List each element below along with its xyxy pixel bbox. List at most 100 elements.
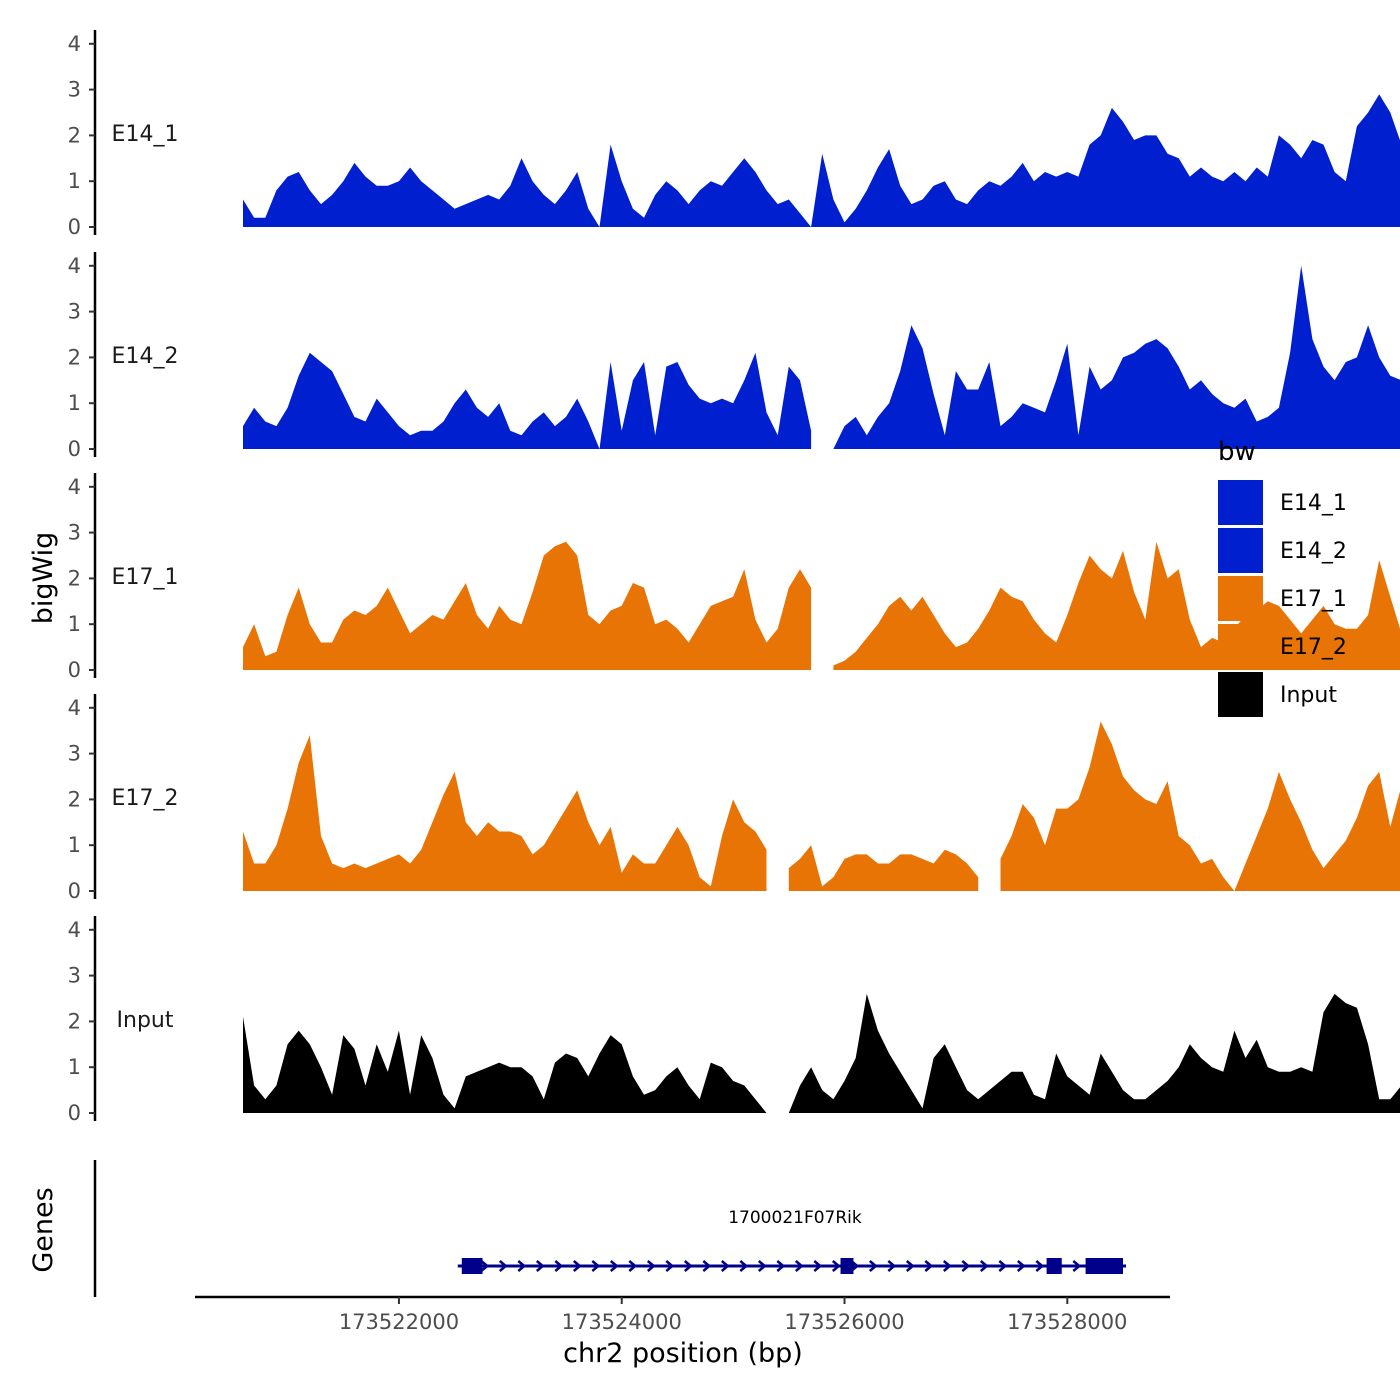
legend-label: E14_1 <box>1280 491 1347 516</box>
legend-swatch <box>1218 480 1263 525</box>
legend: bw E14_1 E14_2 E17_1 E17_2 Input <box>1218 437 1347 717</box>
tracks-group: 0 1 2 3 4 E14_1 0 1 2 3 4 E14_2 0 1 2 3 4 E17_1 0 1 2 3 4 E17_2… <box>68 30 1400 1125</box>
gene-strand-arrow <box>554 1260 564 1272</box>
y-tick-label: 1 <box>68 1055 81 1079</box>
y-tick-label: 4 <box>68 32 81 56</box>
gene-strand-arrow <box>517 1260 527 1272</box>
gene-strand-arrow <box>831 1260 841 1272</box>
legend-swatch <box>1218 576 1263 621</box>
gene-strand-arrow <box>979 1260 989 1272</box>
gene-strand-arrow <box>942 1260 952 1272</box>
gene-strand-arrow <box>794 1260 804 1272</box>
gene-exon <box>461 1258 483 1274</box>
y-tick-label: 2 <box>68 566 81 590</box>
gene-strand-arrow <box>1072 1260 1082 1272</box>
y-tick-label: 0 <box>68 658 81 682</box>
y-tick-label: 3 <box>68 300 81 324</box>
legend-label: Input <box>1280 683 1337 708</box>
area-segment-E17_2 <box>788 845 979 891</box>
y-tick-label: 2 <box>68 123 81 147</box>
area-segment-E14_2 <box>833 265 1400 449</box>
y-tick-label: 4 <box>68 475 81 499</box>
gene-label: 1700021F07Rik <box>728 1208 862 1228</box>
track-E14_1: 0 1 2 3 4 E14_1 <box>68 30 1400 239</box>
y-tick-label: 1 <box>68 169 81 193</box>
area-segment-Input <box>788 993 1400 1113</box>
y-tick-label: 4 <box>68 696 81 720</box>
gene-exon <box>1085 1258 1123 1274</box>
gene-strand-arrow <box>535 1260 545 1272</box>
gene-strand-arrow <box>702 1260 712 1272</box>
track-label: E17_1 <box>112 565 179 590</box>
legend-swatch <box>1218 624 1263 669</box>
y-tick-label: 2 <box>68 1009 81 1033</box>
gene-strand-arrow <box>683 1260 693 1272</box>
y-tick-label: 1 <box>68 391 81 415</box>
y-tick-label: 1 <box>68 612 81 636</box>
legend-swatch <box>1218 672 1263 717</box>
y-tick-label: 0 <box>68 879 81 903</box>
gene-strand-arrow <box>572 1260 582 1272</box>
area-segment-E14_2 <box>243 352 812 449</box>
y-tick-label: 3 <box>68 78 81 102</box>
area-segment-E17_1 <box>243 541 812 670</box>
track-label: E14_1 <box>112 122 179 147</box>
gene-strand-arrow <box>591 1260 601 1272</box>
gene-strand-arrow <box>924 1260 934 1272</box>
gene-strand-arrow <box>887 1260 897 1272</box>
gene-strand-arrow <box>757 1260 767 1272</box>
legend-swatch <box>1218 528 1263 573</box>
area-segment-E14_1 <box>243 94 1400 227</box>
x-tick-label: 173522000 <box>339 1310 459 1334</box>
area-segment-E17_2 <box>1000 721 1400 891</box>
area-segment-E17_2 <box>243 735 767 891</box>
y-tick-label: 3 <box>68 521 81 545</box>
x-tick-label: 173526000 <box>784 1310 904 1334</box>
legend-title: bw <box>1218 437 1256 467</box>
legend-label: E17_1 <box>1280 587 1347 612</box>
gene-strand-arrow <box>720 1260 730 1272</box>
track-E17_1: 0 1 2 3 4 E17_1 <box>68 473 1400 682</box>
y-tick-label: 2 <box>68 345 81 369</box>
gene-strand-arrow <box>480 1260 490 1272</box>
gene-exon <box>1046 1258 1062 1274</box>
x-tick-label: 173528000 <box>1007 1310 1127 1334</box>
gene-strand-arrow <box>998 1260 1008 1272</box>
y-tick-label: 4 <box>68 918 81 942</box>
gene-strand-arrow <box>1016 1260 1026 1272</box>
gene-strand-arrow <box>813 1260 823 1272</box>
gene-strand-arrow <box>905 1260 915 1272</box>
area-segment-Input <box>243 1016 767 1113</box>
y-tick-label: 1 <box>68 833 81 857</box>
x-axis-title: chr2 position (bp) <box>563 1338 803 1369</box>
x-axis: 173522000 173524000 173526000 173528000 <box>195 1295 1170 1334</box>
y-tick-label: 4 <box>68 254 81 278</box>
track-label: E17_2 <box>112 786 179 811</box>
y-tick-label: 0 <box>68 215 81 239</box>
gene-strand-arrow <box>868 1260 878 1272</box>
y-axis-title: bigWig <box>28 532 59 625</box>
y-tick-label: 3 <box>68 742 81 766</box>
gene-strand-arrow <box>665 1260 675 1272</box>
gene-strand-arrow <box>1035 1260 1045 1272</box>
legend-label: E17_2 <box>1280 635 1347 660</box>
gene-strand-arrow <box>646 1260 656 1272</box>
gene-strand-arrow <box>628 1260 638 1272</box>
x-tick-label: 173524000 <box>562 1310 682 1334</box>
y-tick-label: 3 <box>68 964 81 988</box>
gene-strand-arrow <box>776 1260 786 1272</box>
genes-track: 1700021F07Rik <box>93 1160 1126 1297</box>
genes-axis-title: Genes <box>28 1187 59 1272</box>
gene-strand-arrow <box>498 1260 508 1272</box>
gene-strand-arrow <box>739 1260 749 1272</box>
y-tick-label: 0 <box>68 1101 81 1125</box>
track-label: E14_2 <box>112 344 179 369</box>
track-E17_2: 0 1 2 3 4 E17_2 <box>68 694 1400 903</box>
y-tick-label: 2 <box>68 787 81 811</box>
track-label: Input <box>117 1008 174 1033</box>
gene-exon <box>840 1258 854 1274</box>
legend-label: E14_2 <box>1280 539 1347 564</box>
track-E14_2: 0 1 2 3 4 E14_2 <box>68 252 1400 461</box>
